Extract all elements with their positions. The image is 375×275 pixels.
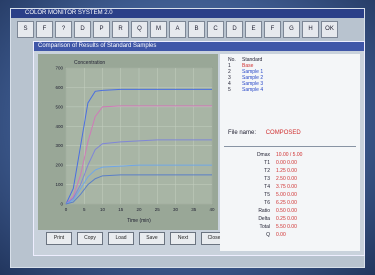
- y-tick-label: 200: [55, 163, 63, 168]
- parameter-row: Ratio 0.50 0.00: [230, 208, 350, 216]
- parameter-label: T2: [230, 168, 270, 176]
- toolbar-button[interactable]: D: [226, 21, 243, 38]
- y-tick-label: 100: [55, 182, 63, 187]
- parameter-value: 0.50 0.00: [276, 208, 336, 216]
- toolbar-button[interactable]: H: [302, 21, 319, 38]
- parameter-value: 6.25 0.00: [276, 200, 336, 208]
- toolbar-button[interactable]: F: [36, 21, 53, 38]
- x-tick-label: 20: [136, 207, 142, 212]
- dialog-title: Comparison of Results of Standard Sample…: [34, 42, 364, 51]
- y-tick-label: 500: [55, 104, 63, 109]
- parameter-value: 5.50 0.00: [276, 224, 336, 232]
- toolbar-button[interactable]: P: [93, 21, 110, 38]
- y-tick-label: 700: [55, 66, 63, 71]
- dialog-button[interactable]: Load: [108, 232, 134, 245]
- app-window: COLOR MONITOR SYSTEM 2.0 SF?DPRQMABCDEFG…: [10, 8, 365, 268]
- parameter-value: 5.00 0.00: [276, 192, 336, 200]
- chart-title: Concentration: [74, 60, 105, 66]
- legend-cell: 5: [228, 87, 242, 93]
- parameter-label: T1: [230, 160, 270, 168]
- dialog-button[interactable]: Print: [46, 232, 72, 245]
- dialog-button[interactable]: Copy: [77, 232, 103, 245]
- toolbar-button[interactable]: G: [283, 21, 300, 38]
- toolbar-button[interactable]: OK: [321, 21, 338, 38]
- parameter-row: Total 5.50 0.00: [230, 224, 350, 232]
- toolbar-button[interactable]: M: [150, 21, 167, 38]
- x-tick-label: 40: [209, 207, 215, 212]
- parameter-row: T3 2.50 0.00: [230, 176, 350, 184]
- parameter-value: 3.75 0.00: [276, 184, 336, 192]
- file-row: File name: COMPOSED: [228, 130, 301, 136]
- x-tick-label: 25: [155, 207, 161, 212]
- x-tick-label: 10: [100, 207, 106, 212]
- x-tick-label: 30: [173, 207, 179, 212]
- toolbar-button[interactable]: B: [188, 21, 205, 38]
- parameter-value: 0.00 0.00: [276, 160, 336, 168]
- parameter-label: Delta: [230, 216, 270, 224]
- parameter-label: T6: [230, 200, 270, 208]
- y-tick-label: 300: [55, 143, 63, 148]
- parameter-row: T1 0.00 0.00: [230, 160, 350, 168]
- parameter-label: Total: [230, 224, 270, 232]
- parameter-value: 2.50 0.00: [276, 176, 336, 184]
- toolbar-button[interactable]: A: [169, 21, 186, 38]
- x-tick-label: 15: [118, 207, 124, 212]
- file-value: COMPOSED: [266, 130, 301, 136]
- parameter-label: Q: [230, 232, 270, 240]
- file-label: File name:: [228, 130, 256, 136]
- parameter-value: 0.25 0.00: [276, 216, 336, 224]
- toolbar-button[interactable]: ?: [55, 21, 72, 38]
- parameter-row: T2 1.25 0.00: [230, 168, 350, 176]
- dialog-button[interactable]: Next: [170, 232, 196, 245]
- y-tick-label: 600: [55, 85, 63, 90]
- x-axis-label: Time (min): [127, 218, 151, 224]
- parameter-value: 0.00: [276, 232, 336, 240]
- dialog: Comparison of Results of Standard Sample…: [33, 41, 365, 256]
- parameter-row: Dmax 10.00 / 5.00: [230, 152, 350, 160]
- parameter-label: Dmax: [230, 152, 270, 160]
- parameter-row: Delta 0.25 0.00: [230, 216, 350, 224]
- parameter-label: T4: [230, 184, 270, 192]
- x-tick-label: 35: [191, 207, 197, 212]
- parameter-row: T4 3.75 0.00: [230, 184, 350, 192]
- toolbar-button[interactable]: D: [74, 21, 91, 38]
- toolbar-button[interactable]: Q: [131, 21, 148, 38]
- legend-cell: Sample 4: [242, 87, 302, 93]
- dialog-button[interactable]: Save: [139, 232, 165, 245]
- parameter-row: T5 5.00 0.00: [230, 192, 350, 200]
- separator: [224, 146, 356, 147]
- toolbar-button[interactable]: C: [207, 21, 224, 38]
- toolbar-button[interactable]: R: [112, 21, 129, 38]
- parameter-value: 10.00 / 5.00: [276, 152, 336, 160]
- parameter-label: T5: [230, 192, 270, 200]
- parameter-value: 1.25 0.00: [276, 168, 336, 176]
- toolbar-button[interactable]: F: [264, 21, 281, 38]
- screen: COLOR MONITOR SYSTEM 2.0 SF?DPRQMABCDEFG…: [0, 0, 375, 275]
- toolbar-button[interactable]: S: [17, 21, 34, 38]
- parameter-label: Ratio: [230, 208, 270, 216]
- toolbar-button[interactable]: E: [245, 21, 262, 38]
- parameter-list: Dmax10.00 / 5.00T10.00 0.00T21.25 0.00T3…: [230, 152, 350, 240]
- window-title: COLOR MONITOR SYSTEM 2.0: [11, 9, 364, 18]
- parameter-row: T6 6.25 0.00: [230, 200, 350, 208]
- chart: Concentration Time (min) 010020030040050…: [38, 54, 218, 230]
- parameter-row: Q 0.00: [230, 232, 350, 240]
- y-tick-label: 400: [55, 124, 63, 129]
- parameter-label: T3: [230, 176, 270, 184]
